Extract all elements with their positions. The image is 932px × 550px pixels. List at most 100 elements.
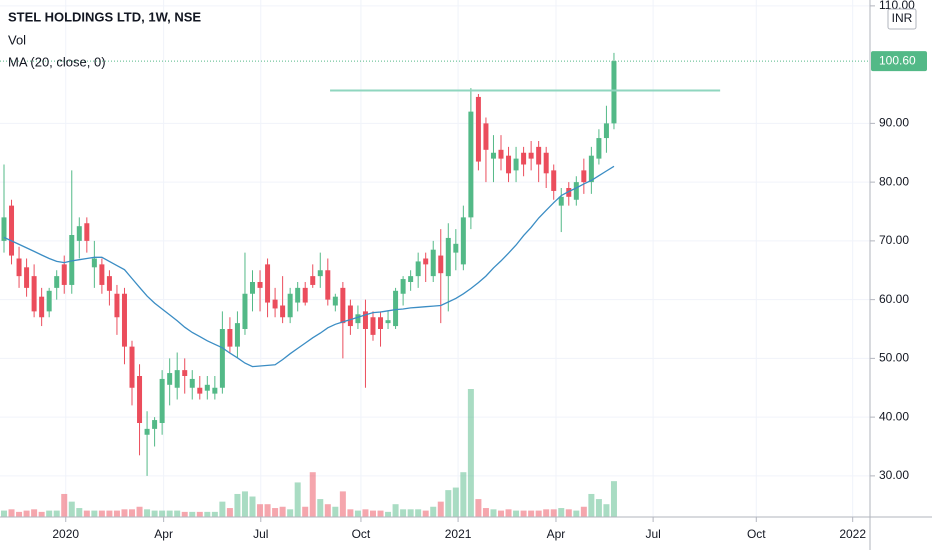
currency: INR <box>892 11 913 25</box>
candle-body <box>69 235 75 285</box>
candle-body <box>408 276 414 282</box>
volume-bar <box>98 510 105 517</box>
candle-body <box>114 293 120 318</box>
candle-body <box>197 387 203 394</box>
volume-bar <box>68 501 75 517</box>
candle-body <box>280 305 286 318</box>
axes: 30.0040.0050.0060.0070.0080.0090.00110.0… <box>52 0 927 541</box>
candle-body <box>144 428 150 435</box>
last-price-label: 100.60 <box>879 53 916 67</box>
volume-bar <box>287 509 294 517</box>
candle-body <box>566 188 572 197</box>
volume-bar <box>452 487 459 517</box>
candle-body <box>16 258 22 277</box>
candle-body <box>31 276 37 312</box>
volume-bar <box>490 509 497 517</box>
x-tick-label: Oct <box>352 527 371 541</box>
candle-body <box>219 329 225 388</box>
volume-bar <box>61 493 68 517</box>
price-pane <box>0 52 870 476</box>
volume-bar <box>460 472 467 517</box>
y-tick-label: 60.00 <box>879 292 909 306</box>
volume-bar <box>339 491 346 517</box>
candle-body <box>272 299 278 309</box>
volume-bar <box>415 509 422 517</box>
candle-body <box>543 152 549 174</box>
volume-bar <box>106 510 113 517</box>
volume-bar <box>543 509 550 517</box>
volume-bar <box>234 493 241 517</box>
candle-body <box>152 420 158 429</box>
y-tick-label: 80.00 <box>879 174 909 188</box>
x-tick-label: Jul <box>253 527 268 541</box>
volume-bar <box>166 510 173 517</box>
volume-bar <box>573 510 580 517</box>
candle-body <box>581 170 587 183</box>
candle-body <box>588 155 594 183</box>
candle-body <box>445 237 451 277</box>
volume-bar <box>264 504 271 517</box>
ma-line <box>3 165 615 368</box>
candle-body <box>39 296 45 318</box>
candle-body <box>84 223 90 241</box>
x-tick-label: Oct <box>747 527 766 541</box>
y-tick-label: 50.00 <box>879 351 909 365</box>
volume-bar <box>467 389 474 517</box>
candle-body <box>189 378 195 388</box>
volume-bar <box>151 510 158 517</box>
currency-box <box>887 8 917 30</box>
volume-bar <box>113 510 120 517</box>
volume-bar <box>580 506 587 517</box>
y-tick-label: 40.00 <box>879 409 909 423</box>
volume-bar <box>83 510 90 517</box>
candle-body <box>393 290 399 327</box>
volume-bar <box>354 510 361 517</box>
candle-body <box>257 282 263 288</box>
candle-body <box>204 384 210 391</box>
volume-bar <box>603 504 610 517</box>
candle-body <box>423 258 429 265</box>
candle-body <box>385 320 391 324</box>
candle-body <box>159 378 165 423</box>
volume-bar <box>0 510 7 517</box>
volume-bar <box>294 482 301 517</box>
volume-bar <box>317 499 324 517</box>
volume-bar <box>241 491 248 517</box>
y-tick-label: 30.00 <box>879 468 909 482</box>
volume-bar <box>347 509 354 517</box>
volume-bar <box>475 499 482 517</box>
candle-body <box>611 61 617 124</box>
volume-bar <box>422 510 429 517</box>
candle-body <box>174 370 180 388</box>
volume-pane <box>0 389 617 517</box>
volume-bar <box>53 510 60 517</box>
candle-body <box>460 217 466 265</box>
candle-body <box>317 270 323 277</box>
candle-body <box>603 123 609 139</box>
candle-body <box>99 264 105 285</box>
ma-legend: MA (20, close, 0) <box>8 54 106 69</box>
volume-bar <box>498 510 505 517</box>
volume-bar <box>8 509 15 517</box>
candle-body <box>227 329 233 347</box>
y-tick-label: 70.00 <box>879 233 909 247</box>
volume-bar <box>595 499 602 517</box>
volume-bar <box>513 510 520 517</box>
candle-body <box>325 270 331 300</box>
candle-body <box>453 243 459 253</box>
x-tick-label: Apr <box>154 527 173 541</box>
volume-bar <box>159 510 166 517</box>
volume-bar <box>550 509 557 517</box>
volume-bar <box>144 509 151 517</box>
candle-body <box>61 264 67 285</box>
last-price-box <box>871 51 927 72</box>
volume-bar <box>129 509 136 517</box>
volume-bar <box>309 472 316 517</box>
volume-bar <box>226 508 233 517</box>
candle-body <box>212 387 218 394</box>
candle-body <box>182 370 188 376</box>
candle-body <box>415 261 421 277</box>
x-tick-label: Apr <box>547 527 566 541</box>
candle-body <box>573 182 579 200</box>
